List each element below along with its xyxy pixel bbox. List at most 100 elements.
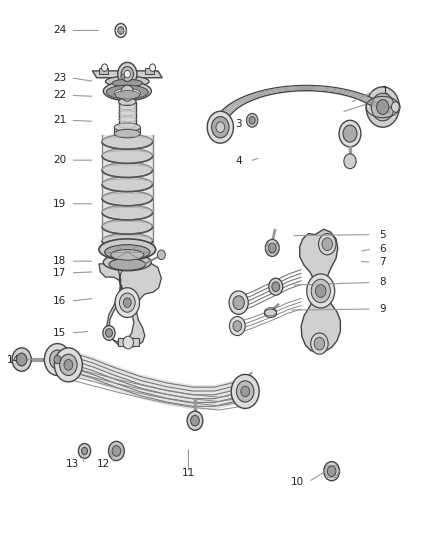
Text: 6: 6 bbox=[379, 244, 386, 254]
Circle shape bbox=[118, 62, 137, 86]
Ellipse shape bbox=[114, 123, 141, 132]
Ellipse shape bbox=[105, 245, 150, 260]
Circle shape bbox=[121, 85, 134, 101]
Circle shape bbox=[233, 296, 244, 310]
Circle shape bbox=[343, 125, 357, 142]
Circle shape bbox=[311, 279, 330, 303]
Circle shape bbox=[123, 336, 134, 349]
Circle shape bbox=[268, 243, 276, 253]
Circle shape bbox=[120, 293, 135, 312]
Circle shape bbox=[307, 274, 335, 308]
Circle shape bbox=[54, 356, 61, 364]
Circle shape bbox=[315, 285, 326, 297]
Ellipse shape bbox=[102, 205, 152, 220]
Text: 12: 12 bbox=[97, 459, 110, 469]
Circle shape bbox=[371, 93, 394, 121]
Text: 14: 14 bbox=[7, 354, 21, 365]
Polygon shape bbox=[300, 229, 340, 353]
Ellipse shape bbox=[111, 249, 144, 260]
Ellipse shape bbox=[106, 85, 148, 99]
Bar bbox=[119, 102, 136, 130]
Text: 1: 1 bbox=[381, 86, 388, 96]
Circle shape bbox=[124, 70, 131, 78]
Circle shape bbox=[12, 348, 31, 371]
Circle shape bbox=[118, 27, 124, 34]
Text: 15: 15 bbox=[53, 328, 66, 338]
Circle shape bbox=[265, 239, 279, 256]
Circle shape bbox=[109, 441, 124, 461]
Text: 24: 24 bbox=[53, 26, 66, 36]
Circle shape bbox=[150, 64, 155, 71]
Circle shape bbox=[339, 120, 361, 147]
Ellipse shape bbox=[102, 177, 152, 192]
Text: 9: 9 bbox=[379, 304, 386, 314]
Text: 23: 23 bbox=[53, 73, 66, 83]
Ellipse shape bbox=[119, 126, 136, 133]
Text: 19: 19 bbox=[53, 199, 66, 209]
Bar bbox=[125, 90, 130, 103]
Polygon shape bbox=[92, 71, 162, 78]
Circle shape bbox=[322, 238, 332, 251]
Circle shape bbox=[81, 447, 88, 455]
Bar bbox=[99, 68, 108, 74]
Circle shape bbox=[269, 278, 283, 295]
Text: 4: 4 bbox=[235, 156, 242, 166]
Circle shape bbox=[392, 102, 400, 112]
Text: 3: 3 bbox=[235, 119, 242, 129]
Circle shape bbox=[247, 114, 258, 127]
Circle shape bbox=[237, 381, 254, 402]
Circle shape bbox=[115, 23, 127, 37]
Circle shape bbox=[231, 374, 259, 408]
Circle shape bbox=[241, 386, 250, 397]
Ellipse shape bbox=[102, 191, 152, 206]
Ellipse shape bbox=[102, 149, 152, 163]
Circle shape bbox=[60, 354, 77, 375]
Circle shape bbox=[64, 360, 73, 370]
Circle shape bbox=[272, 282, 280, 292]
Circle shape bbox=[78, 443, 91, 458]
Text: 16: 16 bbox=[53, 296, 66, 306]
Ellipse shape bbox=[102, 163, 152, 177]
Ellipse shape bbox=[109, 259, 146, 270]
Circle shape bbox=[191, 415, 199, 426]
Circle shape bbox=[157, 250, 165, 260]
Circle shape bbox=[314, 337, 325, 350]
Ellipse shape bbox=[265, 309, 277, 318]
Circle shape bbox=[311, 333, 328, 354]
Circle shape bbox=[207, 111, 233, 143]
Bar bbox=[102, 135, 152, 248]
Ellipse shape bbox=[119, 98, 136, 106]
Text: 18: 18 bbox=[53, 256, 66, 266]
Circle shape bbox=[327, 466, 336, 477]
Circle shape bbox=[377, 100, 389, 115]
Text: 17: 17 bbox=[53, 268, 66, 278]
Circle shape bbox=[49, 350, 65, 369]
Ellipse shape bbox=[112, 79, 143, 87]
Text: 21: 21 bbox=[53, 115, 66, 125]
Circle shape bbox=[366, 87, 399, 127]
Ellipse shape bbox=[106, 76, 149, 87]
Bar bbox=[114, 127, 141, 134]
Circle shape bbox=[112, 446, 121, 456]
Text: 20: 20 bbox=[53, 155, 66, 165]
Bar bbox=[118, 338, 139, 346]
Circle shape bbox=[212, 117, 229, 138]
Ellipse shape bbox=[103, 82, 151, 101]
Circle shape bbox=[115, 288, 140, 318]
Circle shape bbox=[54, 348, 82, 382]
Ellipse shape bbox=[114, 130, 141, 138]
Circle shape bbox=[121, 74, 125, 79]
Polygon shape bbox=[217, 85, 392, 119]
Ellipse shape bbox=[115, 91, 140, 99]
Bar bbox=[145, 68, 153, 74]
Text: 22: 22 bbox=[53, 90, 66, 100]
Text: 2: 2 bbox=[381, 96, 388, 107]
Ellipse shape bbox=[103, 254, 151, 271]
Circle shape bbox=[102, 64, 108, 71]
Circle shape bbox=[230, 317, 245, 336]
Circle shape bbox=[324, 462, 339, 481]
Ellipse shape bbox=[102, 219, 152, 234]
Polygon shape bbox=[99, 262, 161, 348]
Circle shape bbox=[216, 122, 225, 133]
Text: 7: 7 bbox=[379, 257, 386, 267]
